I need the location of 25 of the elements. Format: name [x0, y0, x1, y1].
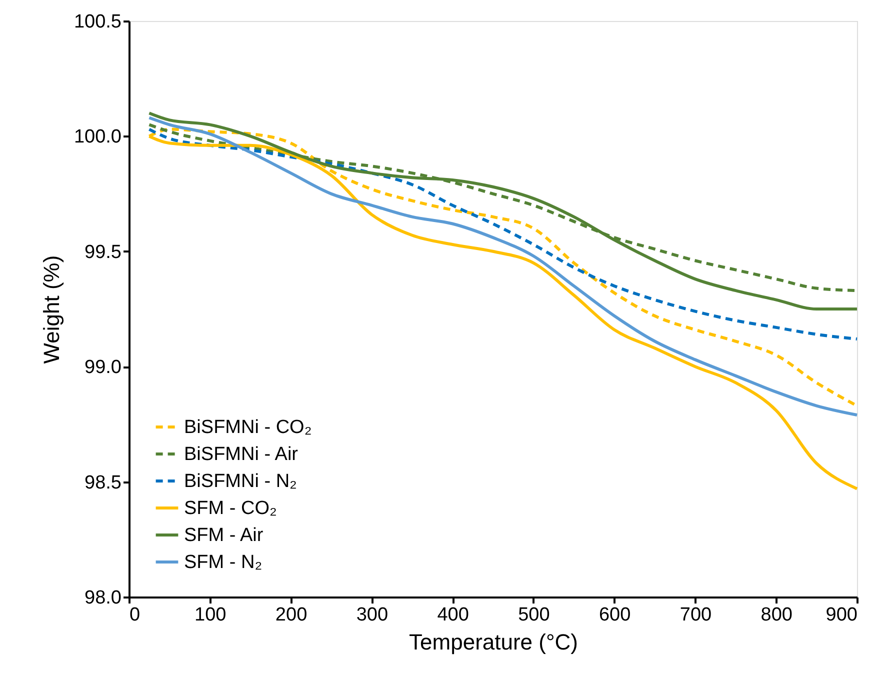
legend-label: SFM - N₂ [184, 552, 262, 573]
y-tick-label: 100.0 [74, 126, 122, 148]
legend-label: BiSFMNi - Air [184, 444, 299, 465]
x-tick-label: 0 [130, 604, 140, 626]
x-tick-label: 500 [518, 604, 550, 626]
legend-label: SFM - Air [184, 525, 264, 546]
x-tick-label: 100 [194, 604, 226, 626]
x-tick-label: 900 [826, 604, 858, 626]
legend-label: BiSFMNi - N₂ [184, 471, 297, 492]
y-axis-title: Weight (%) [38, 255, 64, 364]
line-series [148, 128, 858, 340]
x-tick-label: 400 [437, 604, 469, 626]
y-tick-label: 98.0 [84, 588, 122, 608]
x-tick-label: 600 [598, 604, 631, 626]
x-tick-label: 700 [680, 604, 712, 626]
x-tick-label: 300 [356, 604, 388, 626]
legend-label: SFM - CO₂ [184, 498, 277, 519]
x-tick-label: 200 [275, 604, 308, 626]
y-tick-label: 100.5 [74, 12, 122, 32]
x-axis-title: Temperature (°C) [409, 630, 578, 654]
legend-label: BiSFMNi - CO₂ [184, 417, 312, 438]
y-tick-label: 99.5 [84, 242, 122, 263]
y-tick-label: 98.5 [84, 472, 122, 494]
x-tick-label: 800 [760, 604, 792, 626]
y-tick-label: 99.0 [84, 357, 122, 378]
